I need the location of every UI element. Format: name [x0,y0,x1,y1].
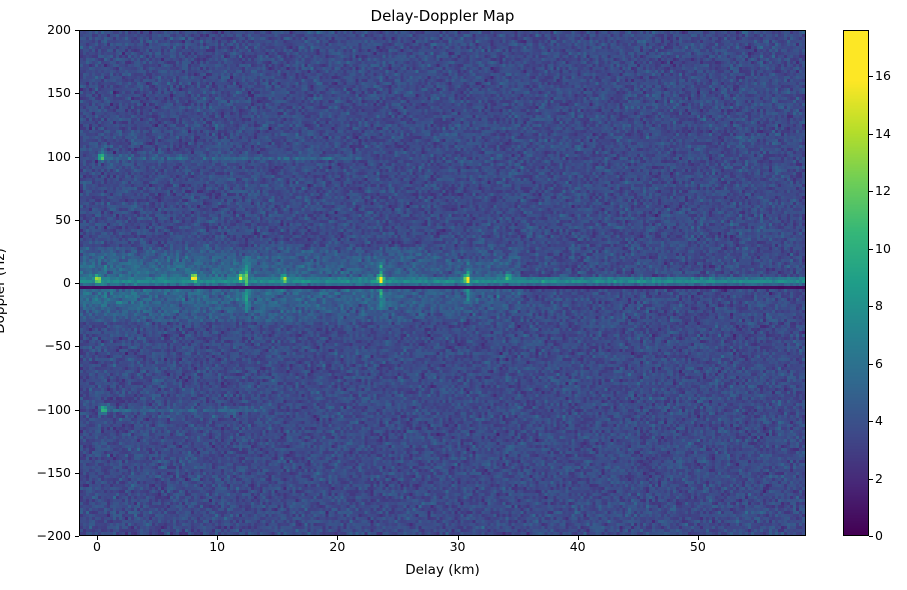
colorbar-tick-label: 14 [875,125,891,141]
colorbar-tick-label: 8 [875,298,883,313]
colorbar-tick-mark [869,133,873,135]
colorbar-tick-label: 12 [875,183,891,198]
heatmap-image [80,31,805,535]
y-tick-mark [75,30,79,31]
colorbar-tick-mark [869,536,873,537]
colorbar-tick-label: 0 [875,528,883,543]
colorbar-tick-mark [869,306,873,307]
x-tick-mark [577,536,579,540]
y-tick-mark [75,219,79,221]
y-tick-mark [75,536,79,537]
colorbar-tick-label: 4 [875,413,883,428]
y-tick-label: 50 [55,211,71,227]
colorbar-tick-label: 6 [875,355,883,371]
x-tick-label: 10 [209,539,226,554]
x-tick-label: 20 [329,539,346,554]
y-tick-label: −150 [36,464,71,480]
colorbar-tick-label: 2 [875,470,883,486]
page-title: Delay-Doppler Map [370,7,515,25]
y-tick-mark [75,346,79,348]
delay-doppler-heatmap-axes[interactable] [79,30,806,536]
y-tick-label: 200 [47,22,71,37]
colorbar-tick-mark [869,478,873,480]
y-tick-mark [75,156,79,158]
colorbar-tick-mark [869,248,873,250]
colorbar-tick-label: 10 [875,240,891,256]
colorbar-tick-label: 16 [875,68,891,83]
y-tick-mark [75,409,79,411]
colorbar-axes[interactable] [843,30,869,536]
x-tick-mark [217,536,219,540]
x-tick-label: 50 [689,539,706,554]
y-tick-mark [75,93,79,95]
x-tick-label: 30 [449,539,466,554]
y-tick-label: −100 [36,401,71,417]
y-axis-label: Doppler (Hz) [0,248,8,334]
y-tick-label: 0 [63,275,71,290]
colorbar-tick-mark [869,363,873,365]
x-tick-mark [457,536,459,540]
y-tick-mark [75,472,79,474]
y-tick-label: −200 [36,528,71,543]
y-tick-mark [75,283,79,284]
colorbar-tick-mark [869,76,873,77]
colorbar-gradient [844,31,868,535]
y-tick-label: 150 [47,85,71,101]
y-tick-label: 100 [47,148,71,164]
colorbar-tick-mark [869,421,873,422]
x-tick-mark [697,536,699,540]
x-tick-mark [337,536,339,540]
x-axis-label: Delay (km) [405,562,480,578]
x-tick-label: 40 [569,539,586,554]
x-tick-label: 0 [93,539,101,554]
y-tick-label: −50 [44,338,71,354]
x-tick-mark [97,536,99,540]
colorbar-tick-mark [869,191,873,192]
